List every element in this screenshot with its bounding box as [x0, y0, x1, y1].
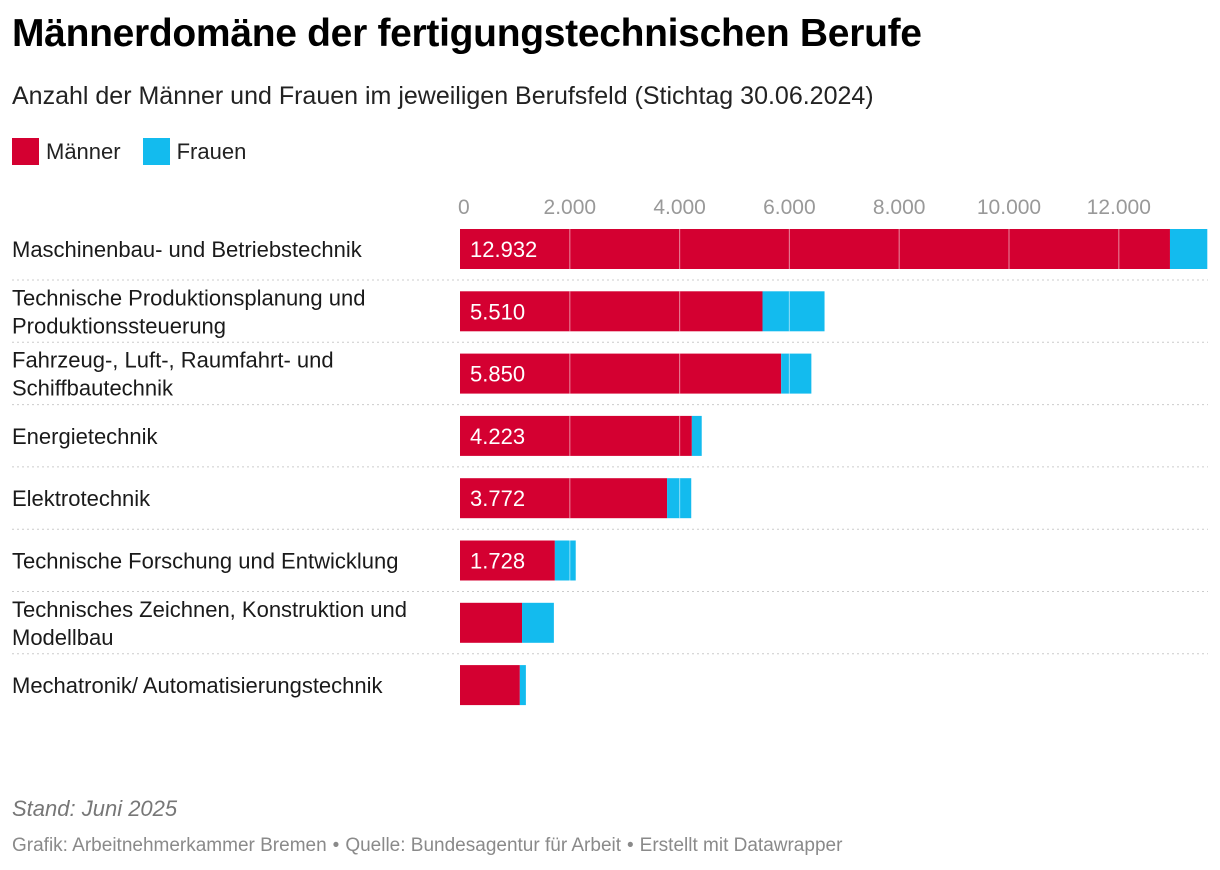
x-tick-label: 6.000	[763, 196, 816, 219]
category-label: Schiffbautechnik	[12, 376, 174, 401]
chart-subtitle: Anzahl der Männer und Frauen im jeweilig…	[12, 82, 874, 110]
legend-swatch-men	[12, 138, 39, 165]
bar-women	[519, 665, 526, 706]
bar-men	[460, 478, 668, 519]
x-tick-label: 10.000	[977, 196, 1041, 219]
x-tick-label: 4.000	[653, 196, 706, 219]
category-label: Fahrzeug-, Luft-, Raumfahrt- und	[12, 348, 334, 373]
bar-women	[781, 353, 812, 394]
category-label: Elektrotechnik	[12, 486, 151, 511]
category-label: Produktionssteuerung	[12, 313, 226, 338]
bar-value-label: 4.223	[470, 424, 525, 449]
bar-men	[460, 353, 782, 394]
footer-credit: Grafik: Arbeitnehmerkammer Bremen	[12, 835, 327, 856]
bar-men	[460, 291, 763, 332]
category-label: Technisches Zeichnen, Konstruktion und	[12, 597, 407, 622]
x-tick-label: 0	[458, 196, 470, 219]
category-label: Technische Forschung und Entwicklung	[12, 549, 398, 574]
bar-women	[1169, 229, 1208, 269]
legend-label-women: Frauen	[176, 138, 247, 164]
x-tick-label: 8.000	[873, 196, 926, 219]
category-label: Maschinenbau- und Betriebstechnik	[12, 237, 363, 262]
bar-women	[667, 478, 692, 519]
footer-source: Quelle: Bundesagentur für Arbeit	[345, 835, 622, 856]
footer-credits: Grafik: Arbeitnehmerkammer Bremen • Quelle…	[12, 835, 843, 856]
legend: Männer Frauen	[12, 138, 268, 165]
legend-swatch-women	[142, 138, 170, 165]
bar-value-label: 5.510	[470, 299, 525, 324]
legend-item-women: Frauen	[142, 138, 247, 165]
stacked-bar-chart: 0 2.000 4.000 6.000 8.000 10.000 12.000 Maschin…	[12, 196, 1208, 706]
bar-value-label: 1.728	[470, 549, 525, 574]
legend-label-men: Männer	[46, 138, 121, 164]
bar-women	[762, 291, 825, 332]
x-tick-label: 2.000	[544, 196, 597, 219]
bar-men	[460, 602, 523, 643]
category-label: Modellbau	[12, 625, 114, 650]
category-label: Technische Produktionsplanung und	[12, 285, 365, 310]
footer-tool: Erstellt mit Datawrapper	[639, 835, 843, 856]
category-label: Mechatronik/ Automatisierungstechnik	[12, 673, 384, 698]
stand-note: Stand: Juni 2025	[12, 796, 178, 821]
category-label: Energietechnik	[12, 424, 159, 449]
bar-men	[460, 229, 1170, 269]
bar-value-label: 3.772	[470, 486, 525, 511]
bar-women	[691, 415, 702, 456]
bar-women	[554, 540, 576, 581]
bar-men	[460, 665, 520, 706]
chart-title: Männerdomäne der fertigungstechnischen B…	[12, 12, 922, 55]
bar-men	[460, 415, 692, 456]
x-tick-label: 12.000	[1087, 196, 1151, 219]
bar-women	[522, 602, 554, 643]
bar-value-label: 5.850	[470, 362, 525, 387]
bar-value-label: 12.932	[470, 237, 537, 262]
bar-men	[460, 540, 555, 581]
legend-item-men: Männer	[12, 138, 121, 165]
